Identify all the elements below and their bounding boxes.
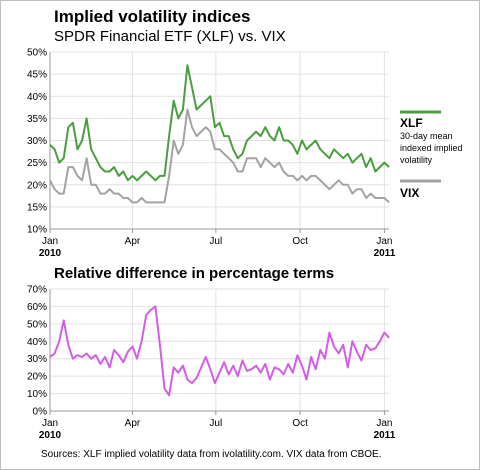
- vol-xtick-label: Jul: [209, 236, 222, 247]
- diff-ytick-label: 30%: [27, 354, 47, 365]
- diff-ytick-label: 10%: [27, 389, 47, 400]
- vol-ytick-label: 45%: [27, 70, 47, 81]
- diff-ytick-label: 40%: [27, 337, 47, 348]
- legend-vix-label: VIX: [400, 186, 419, 200]
- chart-title: Implied volatility indices: [54, 7, 251, 26]
- diff-xtick-label: Apr: [125, 418, 141, 429]
- vol-ytick-label: 40%: [27, 92, 47, 103]
- diff-year-label: 2010: [39, 430, 62, 441]
- source-note: Sources: XLF implied volatility data fro…: [41, 449, 382, 460]
- diff-xtick-label: Jul: [209, 418, 222, 429]
- diff-xtick-label: Oct: [292, 418, 308, 429]
- vol-xtick-label: Jan: [42, 236, 58, 247]
- legend-xlf-description: 30-day mean: [400, 131, 453, 141]
- diff-ytick-label: 0%: [33, 407, 48, 418]
- vol-series-xlf-line: [49, 64, 390, 182]
- difference-chart: 0%10%20%30%40%50%60%70%Jan Apr Jul Oct Jan20…: [27, 285, 396, 442]
- diff-series-difference-line: [49, 305, 390, 397]
- diff-ytick-label: 20%: [27, 372, 47, 383]
- diff-ytick-label: 60%: [27, 302, 47, 313]
- difference-chart-title: Relative difference in percentage terms: [54, 265, 335, 282]
- vol-xtick-label: Oct: [292, 236, 308, 247]
- diff-year-label: 2011: [374, 430, 396, 441]
- vol-year-label: 2011: [374, 248, 396, 259]
- vol-xtick-label: Jan: [376, 236, 392, 247]
- legend-xlf-description: volatility: [400, 155, 433, 165]
- volatility-chart: 10% 15% 20% 25% 30% 35% 40% 45% 50% Jan Apr Jul Oct J…: [27, 48, 463, 260]
- vol-ytick-label: 35%: [27, 114, 47, 125]
- diff-ytick-label: 50%: [27, 319, 47, 330]
- vol-ytick-label: 30%: [27, 136, 47, 147]
- vol-series-vix-line: [49, 108, 390, 204]
- legend-xlf-label: XLF: [400, 116, 423, 130]
- vol-ytick-label: 10%: [27, 225, 47, 236]
- vol-ytick-label: 25%: [27, 158, 47, 169]
- vol-ytick-label: 50%: [27, 48, 47, 59]
- vol-year-label: 2010: [39, 248, 62, 259]
- legend-xlf-description: indexed implied: [400, 143, 463, 153]
- vol-ytick-label: 15%: [27, 202, 47, 213]
- diff-xtick-label: Jan: [376, 418, 392, 429]
- chart-subtitle: SPDR Financial ETF (XLF) vs. VIX: [54, 28, 286, 45]
- vol-xtick-label: Apr: [125, 236, 141, 247]
- diff-xtick-label: Jan: [42, 418, 58, 429]
- vol-ytick-label: 20%: [27, 180, 47, 191]
- diff-ytick-label: 70%: [27, 285, 47, 296]
